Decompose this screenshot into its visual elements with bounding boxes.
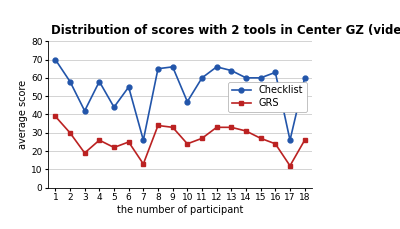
Checklist — [141, 139, 146, 142]
Checklist — [126, 86, 131, 88]
Checklist — [273, 71, 278, 74]
GRS — [156, 124, 160, 127]
Checklist — [258, 76, 263, 79]
GRS — [170, 126, 175, 129]
Checklist — [68, 80, 72, 83]
GRS — [126, 141, 131, 143]
GRS — [82, 152, 87, 154]
GRS — [112, 146, 116, 149]
Checklist — [82, 109, 87, 112]
Y-axis label: average score: average score — [18, 80, 28, 149]
GRS — [68, 131, 72, 134]
Checklist — [156, 67, 160, 70]
X-axis label: the number of participant: the number of participant — [117, 205, 243, 215]
GRS — [214, 126, 219, 129]
Checklist — [214, 65, 219, 68]
GRS — [244, 130, 248, 132]
Checklist — [185, 100, 190, 103]
GRS — [53, 115, 58, 118]
GRS — [97, 139, 102, 142]
GRS — [258, 137, 263, 140]
Checklist — [244, 76, 248, 79]
Checklist — [170, 65, 175, 68]
GRS — [302, 139, 307, 142]
Checklist — [229, 69, 234, 72]
Legend: Checklist, GRS: Checklist, GRS — [228, 82, 307, 112]
GRS — [141, 163, 146, 165]
Checklist — [302, 76, 307, 79]
GRS — [273, 142, 278, 145]
GRS — [185, 142, 190, 145]
Checklist — [112, 106, 116, 109]
Checklist — [53, 58, 58, 61]
Text: Distribution of scores with 2 tools in Center GZ (video recording): Distribution of scores with 2 tools in C… — [51, 24, 400, 37]
Checklist — [200, 76, 204, 79]
GRS — [288, 164, 292, 167]
Line: Checklist: Checklist — [53, 57, 307, 143]
Checklist — [288, 139, 292, 142]
Checklist — [97, 80, 102, 83]
Line: GRS: GRS — [53, 114, 307, 168]
GRS — [200, 137, 204, 140]
GRS — [229, 126, 234, 129]
